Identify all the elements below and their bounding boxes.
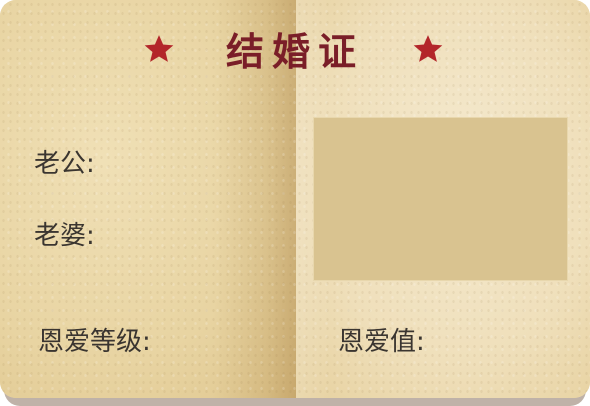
wife-label: 老婆: xyxy=(34,221,95,251)
title-row: 结婚证 xyxy=(0,30,590,82)
husband-label: 老公: xyxy=(34,149,95,179)
love-value-label: 恩爱值: xyxy=(338,327,425,357)
star-icon xyxy=(411,32,445,66)
photo-placeholder[interactable] xyxy=(313,117,568,281)
love-level-label: 恩爱等级: xyxy=(38,327,151,357)
star-icon xyxy=(142,32,176,66)
certificate-title: 结婚证 xyxy=(225,30,364,74)
